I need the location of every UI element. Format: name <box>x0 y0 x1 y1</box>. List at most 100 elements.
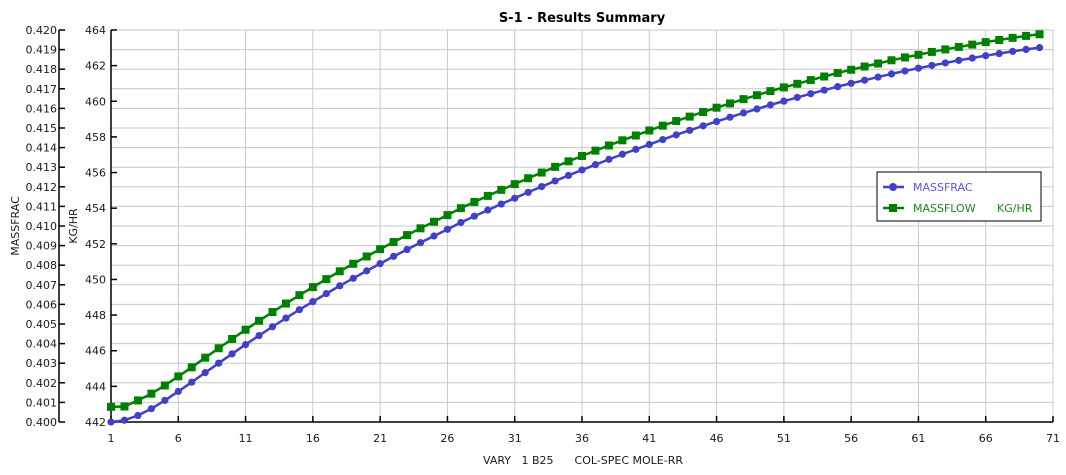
massfrac-point <box>699 122 707 130</box>
massflow-point <box>376 245 385 254</box>
massflow-point <box>524 174 533 183</box>
massflow-point <box>537 168 546 177</box>
massfrac-point <box>403 245 411 254</box>
massfrac-point <box>416 239 425 247</box>
massflow-point <box>107 402 115 411</box>
massflow-point <box>120 402 129 411</box>
right-axis-title: KG/HR <box>67 208 80 244</box>
massflow-point <box>133 396 142 405</box>
massfrac-point <box>161 396 169 405</box>
left-axis-tick-label: 0.407 <box>26 279 58 292</box>
massfrac-point <box>390 252 398 260</box>
series-layer <box>107 30 1044 426</box>
left-axis-tick-label: 0.417 <box>26 83 58 96</box>
massflow-point <box>187 363 196 372</box>
massfrac-point <box>874 73 882 81</box>
right-axis-tick-label: 446 <box>85 345 106 358</box>
left-axis-tick-label: 0.400 <box>26 416 58 429</box>
massflow-point <box>322 275 331 284</box>
massfrac-point <box>955 56 963 64</box>
left-axis-tick-label: 0.409 <box>26 240 58 253</box>
massfrac-point <box>739 109 748 117</box>
massflow-point <box>914 50 923 59</box>
massfrac-point <box>538 183 546 191</box>
massfrac-point <box>605 155 613 163</box>
massfrac-point <box>282 314 290 322</box>
massflow-point <box>806 76 815 85</box>
massflow-point <box>403 231 412 240</box>
massflow-point <box>362 252 371 261</box>
massflow-point <box>214 344 223 353</box>
x-axis-tick-label: 56 <box>844 432 858 445</box>
massflow-point <box>201 353 210 362</box>
massflow-point <box>281 299 290 308</box>
x-axis-tick-label: 61 <box>911 432 925 445</box>
x-axis-tick-label: 71 <box>1046 432 1060 445</box>
legend-massflow-unit: KG/HR <box>997 202 1033 215</box>
massfrac-point <box>349 274 357 282</box>
massfrac-point <box>591 161 600 169</box>
massflow-point <box>752 91 761 100</box>
massfrac-point <box>861 76 869 84</box>
massflow-point <box>1008 33 1017 42</box>
massflow-point <box>941 45 950 54</box>
massflow-point <box>874 59 883 68</box>
massfrac-point <box>1009 47 1017 55</box>
massflow-point <box>443 211 452 220</box>
massfrac-point <box>672 131 680 139</box>
massfrac-point <box>995 49 1003 58</box>
massfrac-point <box>241 340 250 349</box>
legend-massfrac-label: MASSFRAC <box>913 181 973 194</box>
x-axis-tick-label: 36 <box>575 432 589 445</box>
left-axis-tick-label: 0.410 <box>26 220 58 233</box>
massflow-point <box>564 157 573 166</box>
massfrac-point <box>766 101 775 109</box>
massfrac-point <box>1022 45 1030 54</box>
x-axis-tick-label: 31 <box>508 432 522 445</box>
x-axis-tick-label: 46 <box>710 432 724 445</box>
massflow-point <box>335 267 344 276</box>
massfrac-point <box>982 52 990 60</box>
massfrac-point <box>457 218 465 227</box>
right-axis-tick-label: 460 <box>85 95 106 108</box>
legend-massfrac-marker <box>889 183 897 191</box>
massfrac-point <box>215 359 223 367</box>
massfrac-point <box>551 177 559 185</box>
right-axis-tick-label: 444 <box>85 380 106 393</box>
massflow-point <box>160 381 169 390</box>
massflow-point <box>470 197 479 206</box>
massflow-point <box>551 162 560 171</box>
massflow-point <box>900 53 909 62</box>
massfrac-point <box>618 150 626 158</box>
massfrac-point <box>268 323 277 331</box>
right-axis-tick-label: 442 <box>85 416 106 429</box>
massfrac-point <box>228 350 236 358</box>
massfrac-point <box>645 140 653 149</box>
massflow-point <box>241 325 250 334</box>
massfrac-line <box>110 46 1040 424</box>
massflow-line <box>110 33 1040 409</box>
legend-box <box>876 171 1042 222</box>
left-axis-title: MASSFRAC <box>9 196 22 256</box>
massflow-point <box>429 217 438 226</box>
massflow-point <box>510 180 519 189</box>
massfrac-point <box>363 267 371 275</box>
massflow-point <box>591 146 600 155</box>
x-axis-tick-label: 21 <box>373 432 387 445</box>
massflow-point <box>995 35 1004 44</box>
x-axis-tick-label: 11 <box>239 432 253 445</box>
massflow-point <box>766 87 775 96</box>
massfrac-point <box>941 59 949 67</box>
massflow-point <box>887 56 896 65</box>
massfrac-point <box>107 418 115 426</box>
left-axis-tick-label: 0.405 <box>26 318 58 331</box>
massflow-point <box>847 65 856 74</box>
massflow-point <box>968 40 977 49</box>
x-axis-tick-label: 51 <box>777 432 791 445</box>
massfrac-point <box>147 405 155 413</box>
massfrac-point <box>322 290 330 298</box>
massflow-point <box>147 389 156 398</box>
massfrac-point <box>820 86 828 94</box>
massfrac-point <box>470 212 478 220</box>
legend-massflow-marker <box>889 204 897 212</box>
